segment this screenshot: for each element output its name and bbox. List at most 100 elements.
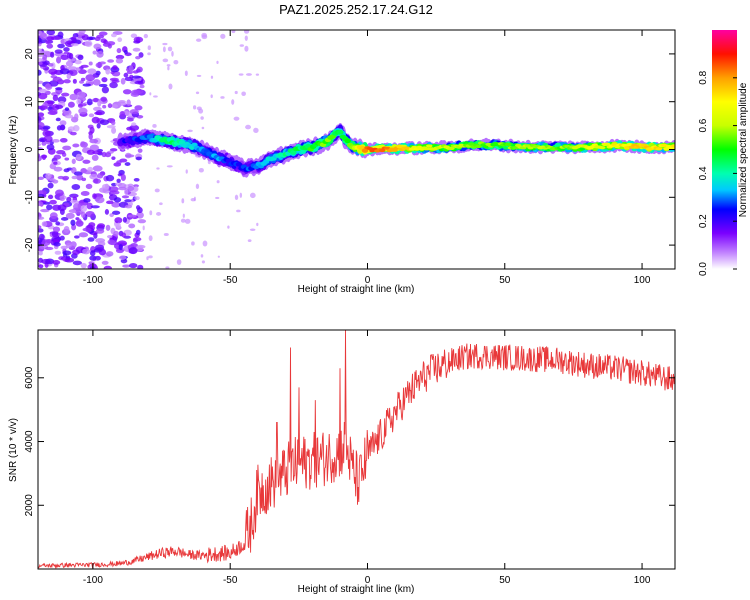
noise-speck bbox=[118, 243, 123, 251]
ridge-mark bbox=[468, 142, 475, 146]
noise-speck bbox=[55, 117, 61, 122]
noise-speck bbox=[116, 47, 122, 54]
noise-speck bbox=[42, 129, 51, 137]
noise-speck bbox=[195, 91, 200, 95]
noise-speck bbox=[85, 211, 95, 218]
noise-speck bbox=[92, 165, 103, 172]
noise-speck bbox=[154, 188, 160, 193]
noise-speck bbox=[38, 190, 47, 195]
noise-speck bbox=[149, 210, 153, 216]
noise-speck bbox=[117, 101, 127, 106]
noise-speck bbox=[51, 139, 60, 143]
noise-speck bbox=[38, 80, 44, 85]
noise-speck bbox=[49, 212, 58, 219]
noise-speck bbox=[215, 196, 220, 200]
noise-speck bbox=[210, 94, 213, 99]
noise-speck bbox=[162, 42, 168, 46]
noise-speck bbox=[77, 54, 84, 61]
noise-speck bbox=[78, 107, 88, 115]
noise-speck bbox=[38, 237, 43, 244]
noise-speck bbox=[56, 150, 66, 155]
noise-speck bbox=[67, 126, 75, 132]
noise-speck bbox=[131, 122, 137, 127]
noise-speck bbox=[117, 37, 123, 43]
noise-speck bbox=[57, 43, 65, 49]
snr-ylabel: SNR (10 * v/v) bbox=[8, 418, 19, 482]
noise-speck bbox=[124, 162, 131, 166]
noise-speck bbox=[75, 67, 81, 72]
noise-speck bbox=[101, 260, 109, 265]
noise-speck bbox=[38, 69, 42, 76]
noise-speck bbox=[130, 33, 138, 39]
noise-speck bbox=[84, 40, 93, 48]
noise-speck bbox=[127, 214, 137, 218]
noise-speck bbox=[94, 111, 103, 116]
noise-speck bbox=[38, 121, 45, 129]
noise-speck bbox=[53, 242, 61, 247]
noise-speck bbox=[110, 33, 117, 38]
noise-speck bbox=[100, 96, 107, 102]
noise-speck bbox=[59, 235, 65, 241]
noise-speck bbox=[162, 58, 169, 63]
noise-speck bbox=[63, 226, 70, 233]
noise-speck bbox=[44, 246, 54, 251]
snr-xlabel: Height of straight line (km) bbox=[298, 584, 415, 595]
noise-speck bbox=[38, 264, 44, 269]
noise-speck bbox=[62, 145, 72, 151]
noise-speck bbox=[132, 70, 139, 74]
noise-speck bbox=[167, 66, 170, 71]
noise-speck bbox=[103, 265, 112, 269]
noise-speck bbox=[149, 92, 152, 96]
noise-speck bbox=[200, 116, 204, 120]
noise-speck bbox=[120, 77, 126, 85]
noise-speck bbox=[52, 76, 63, 83]
noise-speck bbox=[80, 191, 90, 196]
noise-speck bbox=[166, 165, 173, 168]
noise-speck bbox=[191, 241, 195, 246]
noise-speck bbox=[76, 98, 82, 105]
noise-speck bbox=[92, 150, 103, 155]
noise-speck bbox=[148, 235, 153, 242]
noise-speck bbox=[98, 31, 108, 36]
snr-ytick-label: 4000 bbox=[24, 430, 35, 453]
noise-speck bbox=[124, 154, 135, 158]
noise-speck bbox=[111, 201, 121, 208]
noise-speck bbox=[38, 48, 43, 52]
noise-speck bbox=[108, 186, 119, 193]
noise-speck bbox=[97, 100, 102, 107]
noise-speck bbox=[139, 84, 145, 89]
noise-speck bbox=[133, 40, 141, 44]
noise-speck bbox=[119, 255, 127, 260]
noise-speck bbox=[56, 56, 62, 64]
spectrogram-ytick-label: -10 bbox=[24, 190, 35, 205]
noise-speck bbox=[102, 104, 107, 109]
ridge-mark bbox=[626, 142, 633, 147]
noise-speck bbox=[147, 45, 151, 51]
noise-speck bbox=[69, 193, 79, 198]
noise-speck bbox=[89, 255, 97, 261]
noise-speck bbox=[80, 205, 88, 212]
ridge-mark bbox=[623, 145, 631, 150]
noise-speck bbox=[78, 103, 87, 107]
snr-ytick-label: 6000 bbox=[24, 366, 35, 389]
noise-speck bbox=[146, 256, 149, 261]
noise-speck bbox=[156, 167, 160, 170]
noise-speck bbox=[59, 197, 65, 202]
noise-speck bbox=[111, 104, 119, 109]
noise-speck bbox=[244, 35, 248, 41]
spectrogram-ylabel: Frequency (Hz) bbox=[8, 116, 19, 185]
ridge-mark bbox=[423, 147, 430, 151]
noise-speck bbox=[106, 200, 114, 205]
noise-speck bbox=[135, 56, 141, 60]
noise-speck bbox=[46, 43, 54, 49]
spectrogram-ytick-label: 0 bbox=[24, 146, 35, 152]
noise-speck bbox=[83, 198, 91, 203]
noise-speck bbox=[97, 223, 106, 229]
noise-speck bbox=[55, 104, 64, 110]
noise-speck bbox=[43, 60, 50, 66]
noise-speck bbox=[38, 176, 44, 181]
noise-speck bbox=[117, 182, 127, 189]
noise-speck bbox=[171, 50, 174, 57]
noise-speck bbox=[95, 62, 103, 68]
